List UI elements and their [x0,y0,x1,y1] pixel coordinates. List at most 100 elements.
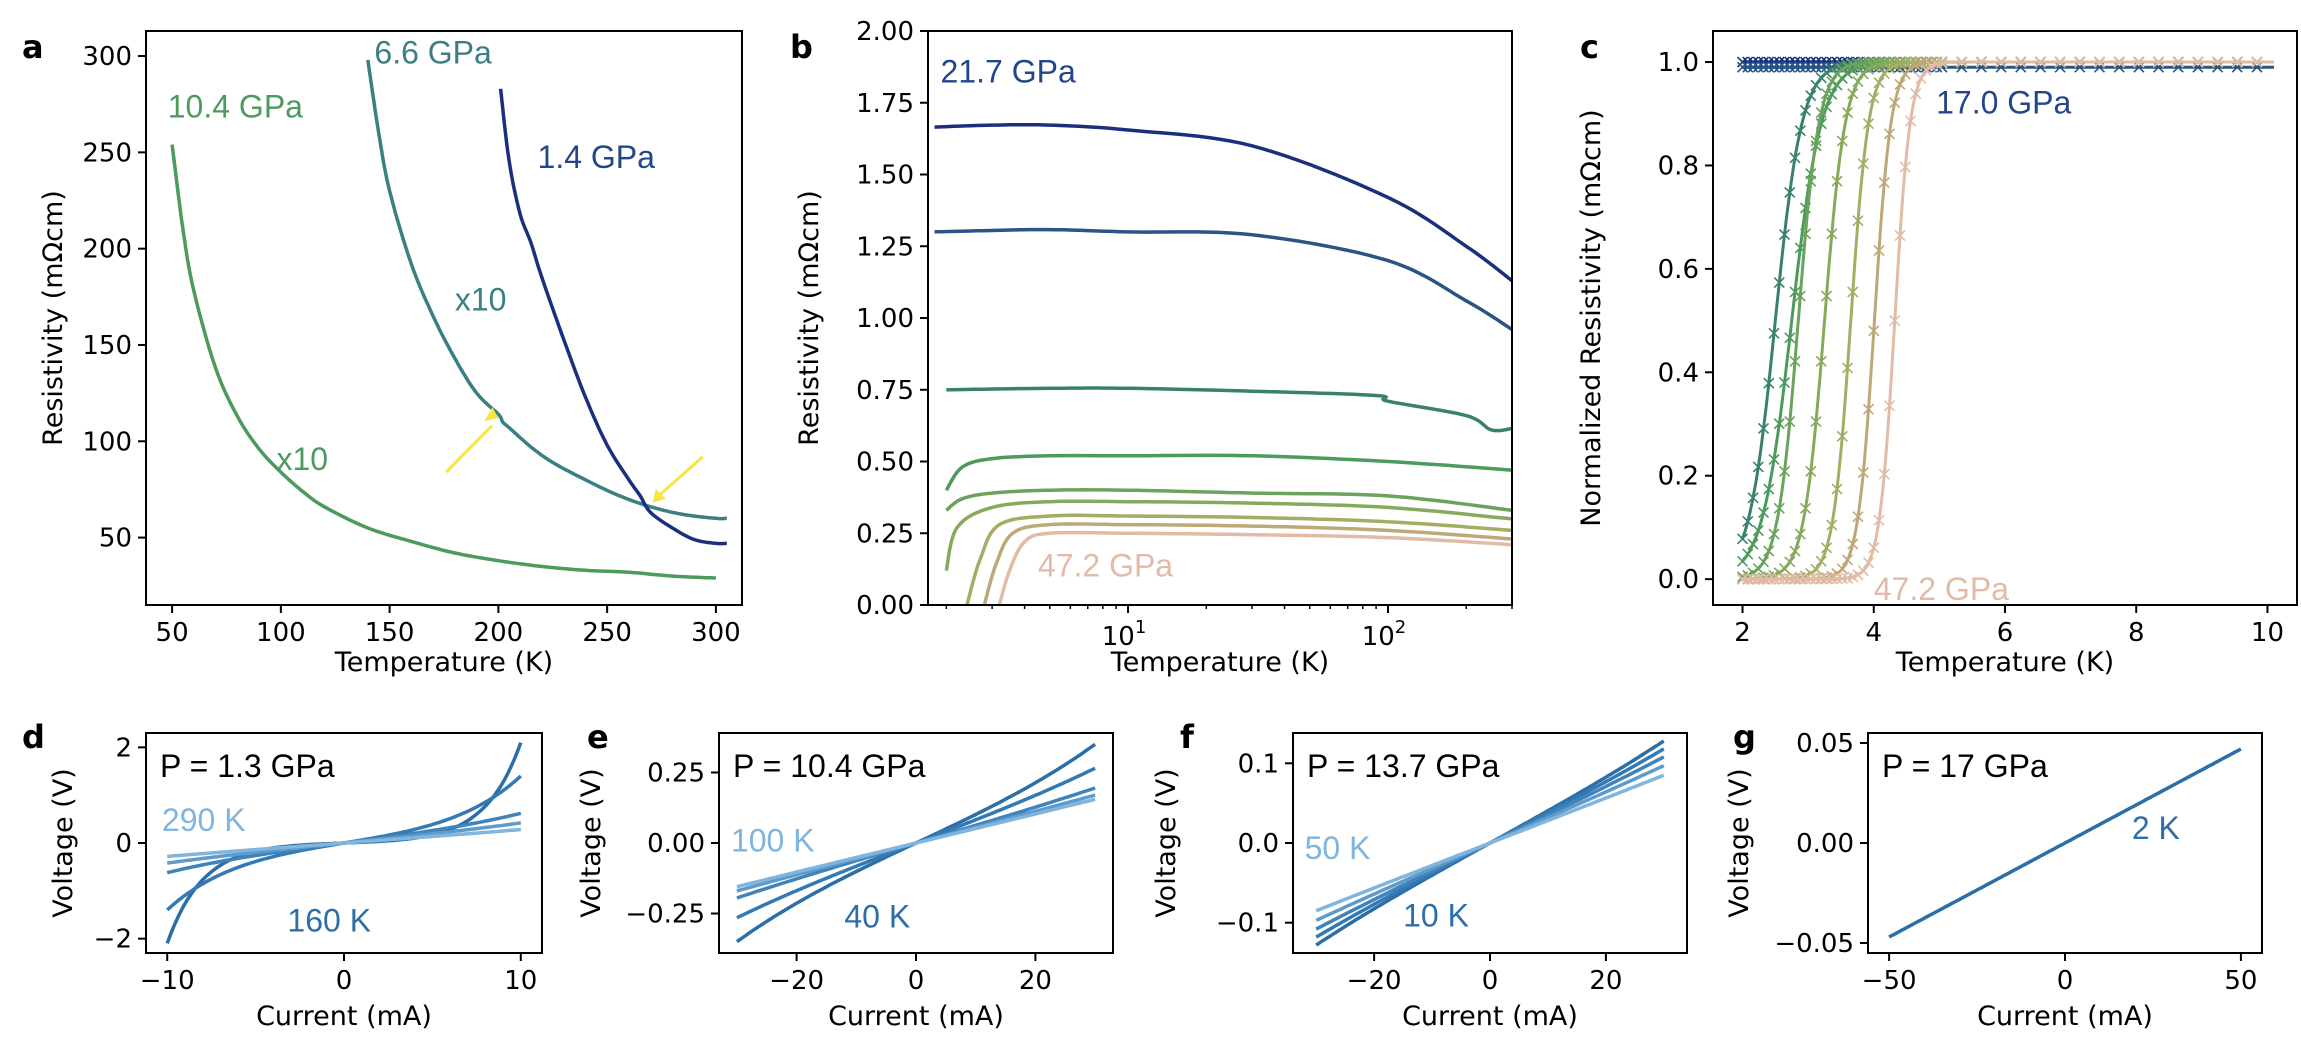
data-point-marker [1810,79,1822,91]
annotation-label: 47.2 GPa [1038,547,1173,583]
data-point-marker [1805,175,1817,187]
data-point-marker [1995,56,2007,68]
panel-letter-e: e [587,718,609,756]
data-point-marker [2034,61,2046,73]
pressure-label: P = 1.3 GPa [160,748,335,784]
x-axis-label: Current (mA) [1977,1001,2153,1032]
data-point-marker [1836,135,1848,147]
x-tick-label: 250 [582,618,632,648]
data-point-marker [2093,61,2106,73]
data-point-marker [2074,61,2086,73]
data-point-marker [1862,403,1875,415]
data-point-marker [1831,79,1843,91]
data-point-marker [1805,61,1817,73]
axes-frame [145,30,743,606]
x-tick-label: 20 [1019,966,1052,996]
y-tick-label: 0.50 [856,448,914,478]
data-point-marker [1878,177,1890,189]
data-point-marker [1820,67,1833,79]
series-line [170,144,716,580]
series-line [167,827,521,859]
plot-area-f [1315,739,1665,947]
y-axis-label: Voltage (V) [1151,768,1182,917]
data-point-marker [1794,125,1806,137]
y-tick-label: 0.25 [647,758,705,788]
y-tick-label: −0.25 [625,900,705,930]
data-point-marker [1841,554,1854,566]
annotation-label: 17.0 GPa [1936,85,2071,121]
panel-c: c 2 4 6 8 10 0.0 0.2 0.4 0.6 0.8 1.0 Temperature (K)… [1576,28,2298,678]
series-line [944,453,1512,492]
data-point-marker [1857,158,1869,170]
annotation-label: x10 [455,281,507,317]
y-tick-label: 0.0 [1238,829,1279,859]
data-point-marker [2251,61,2263,73]
data-point-marker [1757,61,1770,73]
data-point-marker [1763,483,1775,495]
data-point-marker [1956,61,1968,73]
x-tick-label: 8 [2128,618,2145,648]
data-point-marker [1747,492,1759,504]
y-tick-label: 0.8 [1658,151,1699,181]
series-line [1888,747,2242,939]
y-tick-label: 200 [82,235,132,265]
x-tick-label: 0 [1482,966,1499,996]
data-point-marker [1862,557,1875,569]
y-tick-label: 0.75 [856,376,914,406]
data-point-marker [1820,290,1833,302]
data-point-marker [1789,573,1801,585]
data-point-marker [1799,104,1812,116]
data-point-marker [1975,56,1987,68]
series-line [934,227,1512,331]
annotation-label: x10 [277,441,329,477]
data-point-marker [1799,228,1812,240]
data-point-marker [1831,175,1843,187]
data-point-marker [1815,107,1827,119]
x-tick-label: 100 [256,618,306,648]
x-axis-label: Current (mA) [256,1001,432,1032]
data-point-marker [1778,376,1791,389]
data-point-marker [1736,555,1749,567]
axes-frame [718,732,1114,954]
data-point-marker [1810,563,1822,575]
data-point-marker [1752,563,1764,575]
plot-area-a [170,59,727,580]
data-point-marker [1826,573,1838,585]
y-tick-label: 1.00 [856,304,914,334]
data-point-marker [1768,327,1780,339]
y-axis-label: Resistivity (mΩcm) [38,190,69,446]
data-point-marker [1862,63,1875,75]
data-point-marker [1784,556,1796,568]
y-tick-label: 0.2 [1658,462,1699,492]
data-point-marker [1847,538,1859,550]
x-tick-label: 0 [2057,966,2074,996]
data-point-marker [1883,62,1896,75]
data-point-marker [1768,528,1780,540]
data-point-marker [1757,422,1770,435]
y-tick-label: 2.00 [856,17,914,47]
data-point-marker [1763,61,1775,73]
data-point-marker [1778,573,1791,585]
x-axis-label: Current (mA) [1402,1001,1578,1032]
data-point-marker [1910,87,1922,100]
series-line [1742,60,2274,581]
data-point-marker [2231,56,2243,68]
data-point-marker [1956,56,1968,68]
panel-letter-d: d [22,718,45,756]
data-point-marker [1773,573,1785,585]
y-axis-label: Resistivity (mΩcm) [794,190,825,446]
data-point-marker [1810,135,1822,147]
x-tick-label: −20 [1347,966,1402,996]
data-point-marker [2192,61,2204,73]
data-point-marker [1736,573,1749,585]
x-tick-label: 2 [1734,618,1751,648]
x-tick-label: 0 [336,966,353,996]
data-point-marker [1794,61,1806,73]
x-tick-label: −10 [140,966,195,996]
data-point-marker [2133,56,2145,68]
axes-frame [145,732,543,954]
data-point-marker [1784,186,1796,199]
axes-frame [1867,732,2263,954]
data-point-marker [2133,61,2145,73]
data-point-marker [1747,573,1759,585]
